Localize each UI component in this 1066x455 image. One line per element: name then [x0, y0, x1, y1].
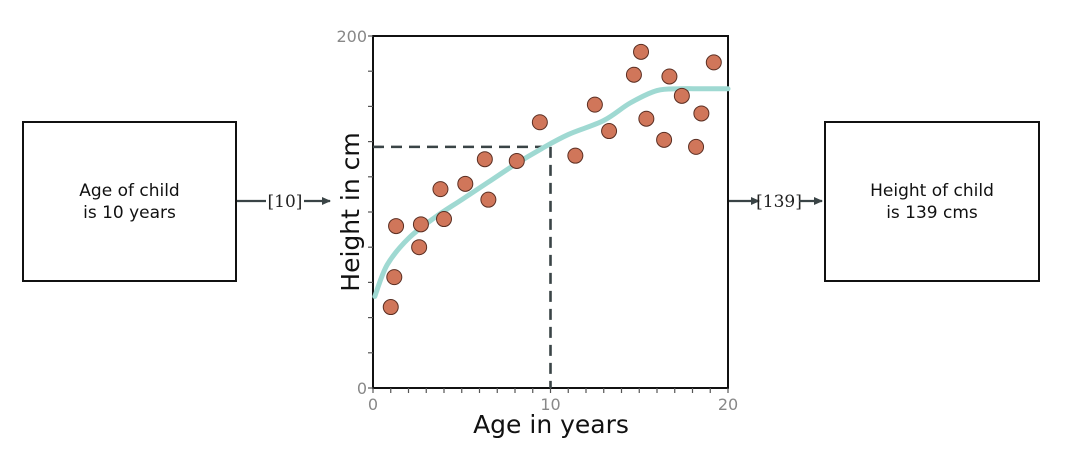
x-tick-label: 0 — [368, 395, 378, 414]
trend-curve-layer — [372, 86, 731, 299]
trend-curve — [372, 86, 731, 299]
y-tick-label: 200 — [336, 27, 367, 46]
data-point — [567, 147, 584, 164]
data-point — [436, 211, 452, 228]
data-point — [480, 191, 497, 208]
data-point — [457, 175, 474, 192]
data-point — [673, 87, 690, 104]
input-vector: [10] — [268, 192, 303, 212]
input-line-2: is 10 years — [83, 202, 176, 223]
data-point — [531, 114, 548, 131]
data-point — [601, 123, 618, 140]
y-axis-title: Height in cm — [336, 132, 365, 291]
data-point — [625, 66, 642, 83]
data-point — [656, 131, 673, 148]
data-point — [432, 181, 449, 198]
data-point — [693, 105, 710, 122]
output-line-1: Height of child — [870, 180, 994, 201]
data-point — [661, 68, 678, 85]
x-axis-title: Age in years — [473, 410, 629, 439]
output-vector: [139] — [756, 192, 802, 212]
x-tick-label: 20 — [718, 395, 738, 414]
data-point — [411, 239, 428, 256]
data-point — [386, 269, 403, 286]
data-point — [508, 152, 525, 169]
x-tick-label: 10 — [540, 395, 560, 414]
data-point — [633, 43, 650, 60]
data-point — [388, 218, 405, 235]
minor-ticks — [368, 35, 729, 393]
data-point — [476, 151, 493, 168]
data-point — [586, 96, 603, 113]
lookup-guides — [373, 145, 552, 388]
output-box: Height of child is 139 cms — [824, 121, 1040, 282]
data-points — [382, 43, 722, 316]
data-point — [638, 110, 655, 127]
data-point — [412, 216, 429, 233]
input-line-1: Age of child — [79, 180, 180, 201]
output-line-2: is 139 cms — [886, 202, 978, 223]
data-point — [382, 299, 399, 316]
data-point — [688, 138, 705, 155]
y-tick-label: 0 — [357, 379, 367, 398]
input-box: Age of child is 10 years — [22, 121, 237, 282]
data-point — [705, 54, 722, 71]
